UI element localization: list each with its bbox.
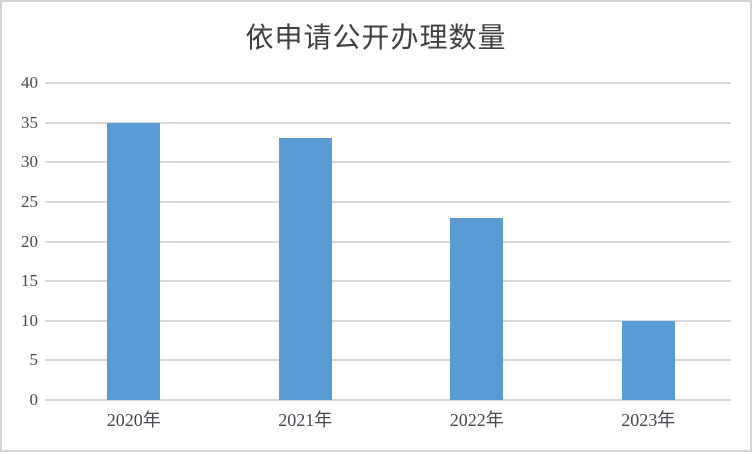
y-axis-tick-label: 0 [29,390,39,409]
gridline [45,359,731,362]
gridline [45,240,731,243]
y-axis-tick-label: 10 [21,310,38,330]
gridline [45,319,731,322]
y-axis-tick-label: 5 [29,350,39,370]
bar-2020年 [107,122,161,400]
x-axis-category-label: 2022年 [449,410,504,430]
plot-area: 0 5 10 15 20 25 30 35 40 2020年 2021年 2022年 2023年 [21,74,731,430]
bar-2021年 [278,138,332,400]
x-axis-category-label: 2020年 [106,410,161,430]
y-axis-tick-label: 25 [21,191,38,211]
y-axis-tick-label: 20 [21,231,38,251]
gridline [45,280,731,283]
x-axis-category-label: 2021年 [278,410,333,430]
gridline [45,399,731,401]
gridline [45,200,731,203]
gridline [45,121,731,124]
x-axis-category-label: 2023年 [621,410,676,430]
bar-2023年 [621,320,675,400]
gridline [45,161,731,164]
y-axis-tick-label: 15 [21,271,38,291]
y-axis-tick-label: 35 [21,112,38,132]
gridline [45,82,731,84]
y-axis-tick-label: 40 [21,73,38,92]
bar-2022年 [450,217,504,400]
y-axis-tick-label: 30 [21,152,38,172]
chart-title: 依申请公开办理数量 [245,23,507,54]
